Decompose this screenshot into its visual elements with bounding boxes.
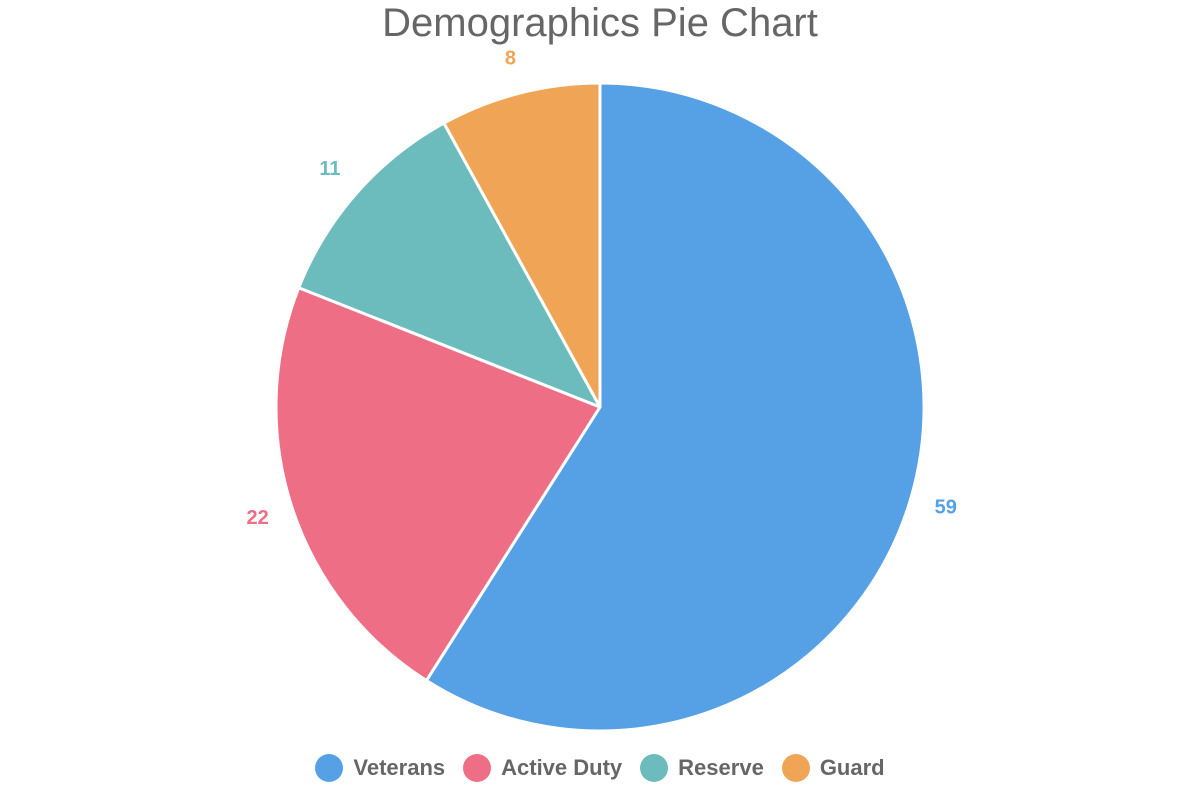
legend-label-guard: Guard	[819, 755, 885, 780]
legend-swatch-veterans	[315, 754, 344, 782]
legend-label-reserve: Reserve	[678, 755, 764, 780]
legend-item-active-duty[interactable]: Active Duty	[463, 754, 622, 782]
legend-item-reserve[interactable]: Reserve	[640, 754, 764, 782]
legend-label-active-duty: Active Duty	[501, 755, 623, 780]
data-label-active-duty: 22	[246, 507, 268, 529]
pie-slice-guard[interactable]	[442, 81, 602, 409]
pie-slice-reserve[interactable]	[297, 121, 602, 409]
pie-slice-veterans[interactable]	[424, 81, 926, 733]
legend-swatch-reserve	[640, 754, 669, 782]
data-label-guard: 8	[505, 47, 516, 69]
legend-swatch-guard	[781, 754, 810, 782]
data-label-reserve: 11	[319, 158, 340, 180]
legend-item-guard[interactable]: Guard	[781, 754, 885, 782]
data-label-veterans: 59	[935, 496, 957, 518]
pie-slice-active-duty[interactable]	[274, 286, 602, 683]
legend-item-veterans[interactable]: Veterans	[315, 754, 445, 782]
legend-swatch-active-duty	[463, 754, 492, 782]
chart-title: Demographics Pie Chart	[382, 1, 818, 45]
legend: Veterans Active Duty Reserve Guard	[0, 748, 1200, 788]
legend-label-veterans: Veterans	[353, 755, 446, 780]
